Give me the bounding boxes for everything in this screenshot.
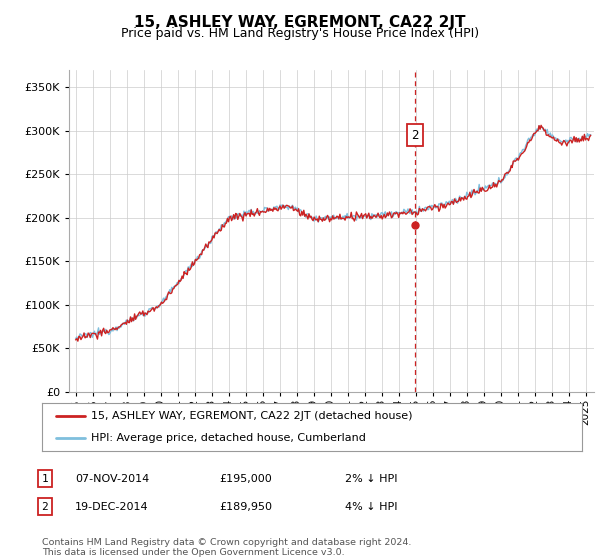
Text: 07-NOV-2014: 07-NOV-2014 (75, 474, 149, 484)
Text: 1: 1 (41, 474, 49, 484)
Text: 15, ASHLEY WAY, EGREMONT, CA22 2JT (detached house): 15, ASHLEY WAY, EGREMONT, CA22 2JT (deta… (91, 411, 412, 421)
Text: 2: 2 (41, 502, 49, 512)
Text: HPI: Average price, detached house, Cumberland: HPI: Average price, detached house, Cumb… (91, 433, 365, 443)
Text: Contains HM Land Registry data © Crown copyright and database right 2024.
This d: Contains HM Land Registry data © Crown c… (42, 538, 412, 557)
Text: Price paid vs. HM Land Registry's House Price Index (HPI): Price paid vs. HM Land Registry's House … (121, 27, 479, 40)
Text: 2% ↓ HPI: 2% ↓ HPI (345, 474, 398, 484)
Text: 4% ↓ HPI: 4% ↓ HPI (345, 502, 398, 512)
Text: 19-DEC-2014: 19-DEC-2014 (75, 502, 149, 512)
Text: £189,950: £189,950 (219, 502, 272, 512)
Text: 2: 2 (411, 129, 419, 142)
Text: 15, ASHLEY WAY, EGREMONT, CA22 2JT: 15, ASHLEY WAY, EGREMONT, CA22 2JT (134, 15, 466, 30)
Text: £195,000: £195,000 (219, 474, 272, 484)
